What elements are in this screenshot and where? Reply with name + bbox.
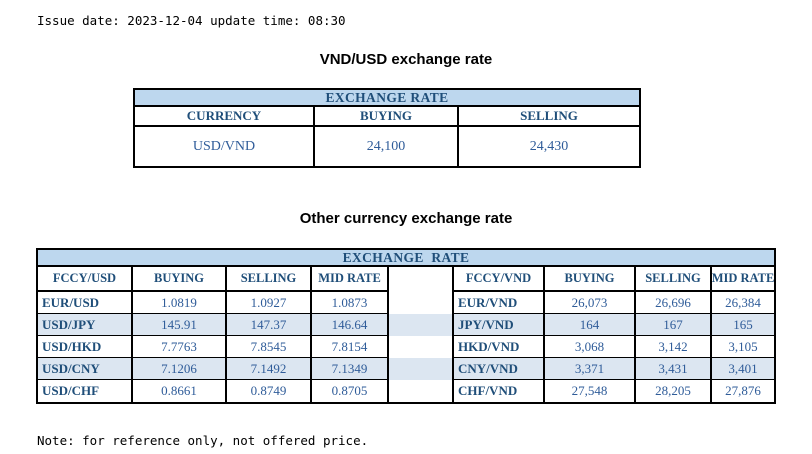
rate-cell: 27,548 — [545, 380, 636, 402]
col-header-right-selling: SELLING — [636, 267, 712, 292]
rate-cell: 7.1492 — [227, 358, 312, 380]
rate-cell: 7.7763 — [133, 336, 227, 358]
usd-table-band-header: EXCHANGE RATE — [135, 90, 639, 107]
rate-cell: 1.0819 — [133, 292, 227, 314]
rate-cell: 146.64 — [312, 314, 389, 336]
rate-cell: 147.37 — [227, 314, 312, 336]
gap-cell — [389, 336, 454, 358]
pair-cell: USD/HKD — [38, 336, 133, 358]
rate-cell: 7.1349 — [312, 358, 389, 380]
pair-cell: EUR/USD — [38, 292, 133, 314]
rate-cell: 7.8545 — [227, 336, 312, 358]
rate-cell: 7.8154 — [312, 336, 389, 358]
rate-cell: 1.0873 — [312, 292, 389, 314]
pair-cell: USD/CHF — [38, 380, 133, 402]
rate-cell: 164 — [545, 314, 636, 336]
other-table-band-header: EXCHANGE RATE — [38, 250, 774, 267]
rate-cell: 0.8661 — [133, 380, 227, 402]
col-header-left-buying: BUYING — [133, 267, 227, 292]
issue-date-text: Issue date: 2023-12-04 update time: 08:3… — [37, 13, 346, 28]
col-header-fccy-usd: FCCY/USD — [38, 267, 133, 292]
usd-pair-cell: USD/VND — [135, 127, 315, 166]
usd-col-header-currency: CURRENCY — [135, 107, 315, 127]
other-table-title: Other currency exchange rate — [299, 210, 513, 227]
rate-cell: 1.0927 — [227, 292, 312, 314]
rate-cell: 0.8705 — [312, 380, 389, 402]
usd-buying-cell: 24,100 — [315, 127, 459, 166]
rate-cell: 167 — [636, 314, 712, 336]
gap-cell — [389, 380, 454, 402]
rate-cell: 27,876 — [725, 383, 761, 398]
pair-cell: JPY/VND — [454, 314, 545, 336]
pair-cell: CHF/VND — [454, 380, 545, 402]
pair-cell: CNY/VND — [454, 358, 545, 380]
rate-cell: 3,401 — [712, 358, 774, 380]
gap-cell — [389, 267, 454, 292]
rate-cell: 3,431 — [636, 358, 712, 380]
gap-cell — [389, 292, 454, 314]
usd-table-title: VND/USD exchange rate — [319, 51, 493, 68]
rate-cell: 0.8749 — [227, 380, 312, 402]
gap-cell — [389, 314, 454, 336]
rate-cell: 26,696 — [636, 292, 712, 314]
col-header-left-mid-rate: MID RATE — [312, 267, 389, 292]
usd-selling-cell: 24,430 — [529, 138, 569, 154]
pair-cell: USD/CNY — [38, 358, 133, 380]
rate-cell: 7.1206 — [133, 358, 227, 380]
pair-cell: EUR/VND — [454, 292, 545, 314]
col-header-left-selling: SELLING — [227, 267, 312, 292]
rate-cell: 145.91 — [133, 314, 227, 336]
rate-cell: 26,384 — [712, 292, 774, 314]
rate-cell: 3,068 — [545, 336, 636, 358]
pair-cell: USD/JPY — [38, 314, 133, 336]
other-currency-rate-table: EXCHANGE RATE FCCY/USD BUYING SELLING MI… — [36, 248, 776, 404]
col-header-right-buying: BUYING — [545, 267, 636, 292]
rate-cell: 3,105 — [712, 336, 774, 358]
usd-col-header-buying: BUYING — [315, 107, 459, 127]
rate-cell: 3,142 — [636, 336, 712, 358]
rate-cell: 3,371 — [545, 358, 636, 380]
pair-cell: HKD/VND — [454, 336, 545, 358]
gap-cell — [389, 358, 454, 380]
usd-vnd-rate-table: EXCHANGE RATE CURRENCY BUYING SELLING US… — [133, 88, 641, 168]
usd-col-header-selling: SELLING — [459, 107, 639, 127]
col-header-fccy-vnd: FCCY/VND — [454, 267, 545, 292]
rate-cell: 165 — [712, 314, 774, 336]
note-text: Note: for reference only, not offered pr… — [37, 433, 369, 448]
rate-cell: 26,073 — [545, 292, 636, 314]
col-header-right-mid-rate: MID RATE — [712, 267, 774, 292]
rate-cell: 28,205 — [636, 380, 712, 402]
